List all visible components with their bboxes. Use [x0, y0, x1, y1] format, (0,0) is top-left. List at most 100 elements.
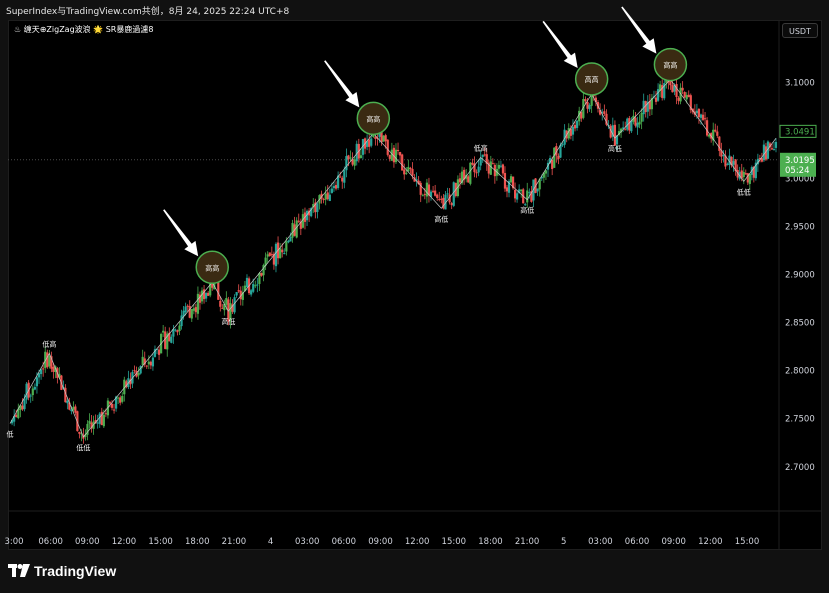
- candle-body: [194, 307, 197, 313]
- candle-body: [758, 158, 761, 160]
- candle-body: [390, 149, 393, 161]
- candle-body: [752, 166, 755, 178]
- candle-body: [448, 194, 451, 203]
- candle-body: [100, 411, 103, 425]
- candle-body: [264, 257, 267, 266]
- candle-body: [50, 356, 53, 369]
- candle-body: [553, 147, 556, 168]
- currency-button[interactable]: USDT: [782, 23, 818, 38]
- tradingview-logo[interactable]: TradingView: [8, 563, 116, 579]
- candle-body: [115, 396, 118, 409]
- zigzag-label: 高低: [608, 144, 622, 153]
- candle-body: [513, 190, 517, 199]
- zigzag-label: 高高: [366, 114, 380, 123]
- candle-body: [17, 408, 20, 419]
- candle-body: [196, 293, 200, 314]
- candle-body: [139, 365, 142, 374]
- candle-body: [324, 193, 327, 200]
- candle-body: [221, 307, 224, 309]
- candle-body: [198, 294, 202, 303]
- candle-body: [35, 377, 39, 387]
- candle-body: [728, 155, 731, 165]
- candle-body: [742, 171, 745, 178]
- candle-body: [734, 159, 737, 171]
- candle-body: [80, 433, 83, 435]
- x-tick-label: 09:00: [661, 537, 686, 547]
- candle-body: [481, 154, 484, 157]
- candle-body: [135, 370, 138, 377]
- candle-body: [429, 191, 433, 197]
- candle-body: [270, 254, 273, 256]
- candle-body: [54, 366, 57, 373]
- candle-body: [622, 127, 625, 129]
- candle-body: [13, 416, 16, 422]
- candle-body: [405, 172, 408, 174]
- candle-body: [419, 182, 422, 195]
- candle-body: [540, 176, 543, 179]
- candle-body: [151, 357, 155, 367]
- candle-body: [499, 165, 503, 167]
- candle-body: [573, 124, 577, 129]
- zigzag-label: 高低: [520, 206, 534, 215]
- candle-body: [223, 304, 226, 311]
- candle-body: [425, 182, 428, 197]
- candle-body: [431, 190, 435, 192]
- candle-body: [44, 351, 47, 368]
- candle-body: [66, 400, 69, 404]
- candle-body: [351, 159, 354, 165]
- candle-body: [679, 87, 682, 102]
- candle-body: [274, 243, 278, 267]
- candle-body: [634, 117, 637, 126]
- candle-body: [308, 210, 311, 216]
- candle-body: [516, 193, 519, 200]
- candle-body: [677, 97, 680, 101]
- candle-body: [289, 237, 292, 242]
- zigzag-label: 低高: [474, 143, 488, 152]
- candle-body: [239, 290, 242, 300]
- y-tick-label: 2.8000: [785, 367, 815, 377]
- candle-body: [283, 253, 286, 255]
- candle-body: [86, 423, 89, 435]
- candle-body: [125, 381, 128, 388]
- zigzag-label: 高低: [434, 214, 448, 223]
- candle-body: [119, 397, 122, 403]
- candle-body: [456, 179, 460, 196]
- x-tick-label: 09:00: [75, 537, 100, 547]
- candle-body: [551, 159, 554, 170]
- candle-body: [164, 331, 167, 349]
- candle-body: [756, 158, 759, 165]
- candle-body: [287, 240, 290, 243]
- candle-body: [245, 277, 249, 288]
- candle-body: [730, 156, 733, 166]
- candle-body: [231, 304, 234, 312]
- candle-body: [108, 402, 112, 404]
- candle-body: [396, 149, 400, 151]
- candle-body: [675, 84, 678, 98]
- candle-body: [638, 121, 641, 125]
- annotation-arrow: [621, 6, 657, 54]
- indicator-label[interactable]: ♨ 缠天⊕ZigZag波浪 🌟 SR暴鹿過濾8: [14, 25, 154, 34]
- candle-body: [149, 361, 152, 366]
- candle-body: [450, 203, 453, 206]
- candle-body: [630, 120, 633, 132]
- current-price-label: 3.0195: [785, 156, 815, 166]
- marked-price-label: 3.0491: [785, 127, 815, 137]
- candle-body: [68, 402, 71, 410]
- candle-body: [774, 141, 778, 148]
- zigzag-label: 低: [7, 430, 14, 439]
- candle-body: [314, 202, 317, 213]
- candle-body: [266, 254, 269, 257]
- candle-body: [584, 99, 587, 102]
- x-tick-label: 03:00: [295, 537, 320, 547]
- current-price-box: [780, 152, 816, 177]
- candle-body: [176, 330, 179, 333]
- candle-body: [190, 309, 193, 319]
- chart-panel[interactable]: [8, 20, 822, 550]
- pivot-highlight-circle: [574, 62, 609, 96]
- candle-body: [42, 368, 45, 370]
- candle-body: [334, 185, 338, 189]
- candle-body: [586, 102, 589, 109]
- candle-body: [699, 114, 703, 118]
- candle-body: [237, 290, 240, 292]
